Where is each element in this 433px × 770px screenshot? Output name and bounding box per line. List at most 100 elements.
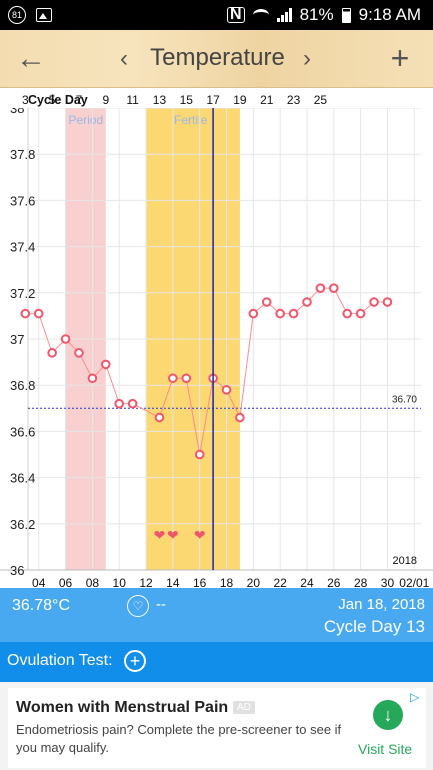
temperature-point (127, 398, 138, 409)
temperature-point (87, 373, 98, 384)
temperature-point (369, 297, 379, 307)
temperature-point (194, 449, 205, 460)
y-tick-label: 37.2 (10, 286, 35, 301)
date-tick: 22 (273, 576, 287, 588)
date-tick: 20 (247, 576, 261, 588)
y-tick-label: 37.6 (10, 193, 35, 208)
heart-icon: ❤ (194, 528, 206, 544)
date-tick: 24 (300, 576, 314, 588)
temperature-point (221, 385, 232, 395)
date-tick: 02/01 (399, 576, 429, 588)
battery-level: 81% (299, 5, 334, 24)
battery-icon (341, 7, 351, 23)
temperature-point (275, 308, 285, 319)
date-tick: 06 (59, 576, 73, 588)
day-summary-bar[interactable]: 36.78°C ♡ -- Jan 18, 2018 Cycle Day 13 (0, 588, 433, 642)
arrow-left-icon[interactable]: ← (16, 42, 46, 75)
date-tick: 30 (381, 576, 395, 588)
temperature-point (355, 308, 366, 319)
chevron-left-icon[interactable]: ‹ (120, 45, 128, 72)
temperature-point (60, 334, 71, 344)
image-icon (36, 8, 52, 22)
y-tick-label: 37.8 (10, 147, 35, 162)
temperature-point (329, 283, 339, 293)
temperature-point (235, 412, 245, 423)
heart-icon: ❤ (154, 528, 166, 544)
temperature-point (168, 373, 178, 384)
selected-date: Jan 18, 2018 (338, 596, 425, 613)
period-label: Period (69, 113, 104, 127)
temperature-point (315, 283, 326, 293)
temperature-point (181, 373, 192, 384)
notification-badge-icon: 81 (8, 6, 26, 24)
cycle-day-tick: 9 (102, 93, 109, 107)
cycle-day-tick: 15 (180, 93, 194, 107)
cycle-day-tick: 3 (22, 93, 29, 107)
cycle-day-tick: 13 (153, 93, 167, 107)
cycle-day-label: Cycle Day (28, 93, 88, 107)
y-tick-label: 36.4 (10, 471, 35, 486)
temperature-chart[interactable]: Period Fertile 36.70 38 37.8 37.6 37.4 37.2 37… (0, 88, 433, 590)
temperature-point (382, 297, 393, 307)
chevron-right-icon[interactable]: › (303, 45, 311, 72)
ovulation-test-label: Ovulation Test: (7, 652, 113, 669)
intercourse-value: -- (156, 596, 166, 613)
temperature-point (288, 308, 299, 319)
cycle-day-tick: 25 (314, 93, 328, 107)
cycle-day-tick: 21 (260, 93, 274, 107)
heart-outline-icon[interactable]: ♡ (127, 595, 149, 617)
temperature-value: 36.78°C (12, 597, 70, 614)
ad-banner[interactable]: ▷ Women with Menstrual Pain AD Endometri… (0, 682, 433, 770)
adchoices-icon[interactable]: ▷ (410, 690, 420, 704)
date-tick: 12 (139, 576, 153, 588)
heart-icon: ❤ (167, 528, 179, 544)
temperature-point (33, 308, 44, 319)
date-tick: 16 (193, 576, 207, 588)
signal-icon (276, 8, 292, 22)
temperature-point (261, 297, 272, 307)
year-label: 2018 (393, 555, 417, 567)
cycle-day-tick: 17 (206, 93, 220, 107)
temperature-point (100, 359, 111, 370)
app-bar: ← ‹ Temperature › + (0, 30, 433, 88)
cycle-day-tick: 19 (233, 93, 247, 107)
nfc-icon: N (227, 7, 245, 23)
status-bar: 81 N 81% 9:18 AM (0, 0, 433, 30)
plus-circle-icon[interactable]: + (124, 650, 146, 672)
temperature-point (302, 297, 312, 307)
temperature-point (154, 412, 165, 423)
cycle-day-tick: 11 (126, 93, 139, 107)
ovulation-test-bar: Ovulation Test: + (0, 642, 433, 682)
temperature-point (248, 308, 259, 319)
y-tick-label: 37 (10, 332, 24, 347)
date-tick: 18 (220, 576, 234, 588)
plus-icon[interactable]: + (390, 39, 410, 76)
visit-site-button[interactable]: Visit Site (358, 741, 413, 757)
y-tick-label: 36 (10, 563, 24, 578)
temperature-point (20, 308, 31, 319)
wifi-icon (252, 9, 269, 21)
ad-card[interactable]: ▷ Women with Menstrual Pain AD Endometri… (8, 688, 426, 768)
cycle-day-tick: 7 (76, 93, 83, 107)
chart-svg[interactable]: Period Fertile 36.70 3837.837.637.437.237… (0, 88, 433, 590)
temperature-point (74, 348, 84, 358)
date-tick: 10 (113, 576, 127, 588)
cycle-day-tick: 23 (287, 93, 301, 107)
ad-body: Endometriosis pain? Complete the pre-scr… (16, 722, 342, 755)
coverline-label: 36.70 (392, 394, 417, 405)
ad-headline[interactable]: Women with Menstrual Pain (16, 699, 229, 716)
selected-cycle-day: Cycle Day 13 (323, 617, 425, 636)
temperature-point (114, 398, 125, 409)
cycle-day-tick: 5 (49, 93, 56, 107)
date-tick: 26 (327, 576, 341, 588)
fertile-label: Fertile (174, 113, 208, 127)
cycle-day-header-bg (0, 88, 433, 108)
temperature-point (342, 308, 353, 319)
temperature-point (47, 348, 57, 358)
date-tick: 28 (354, 576, 368, 588)
arrow-down-icon[interactable]: ↓ (373, 700, 403, 730)
y-tick-label: 36.2 (10, 517, 35, 532)
y-tick-label: 37.4 (10, 240, 35, 255)
y-tick-label: 36.8 (10, 378, 35, 393)
date-tick: 08 (86, 576, 100, 588)
